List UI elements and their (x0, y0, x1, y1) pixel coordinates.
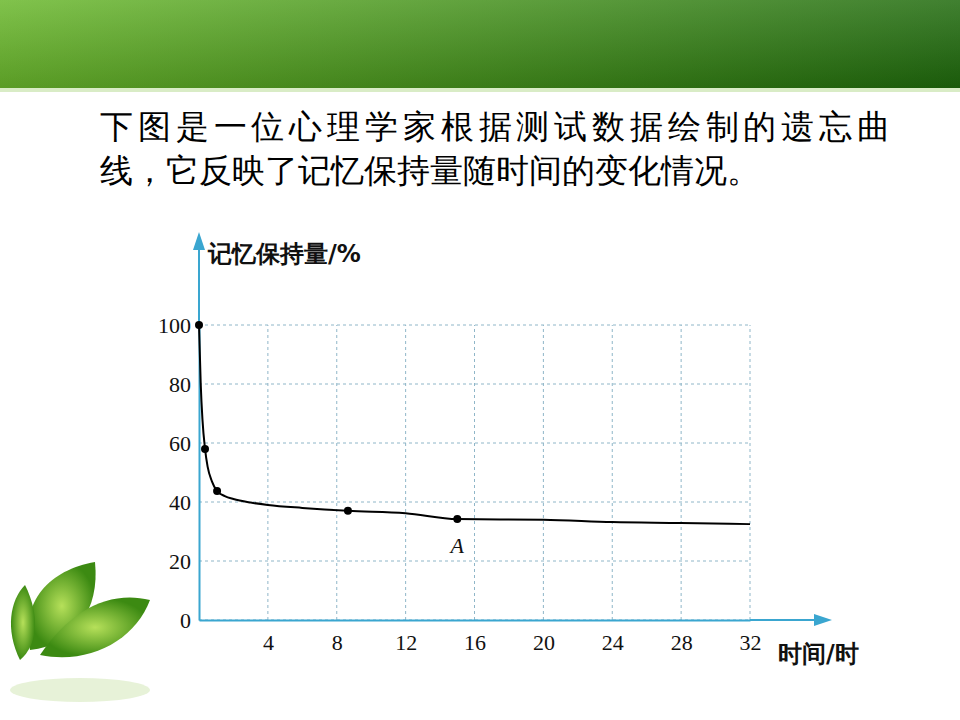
x-axis: 4 8 12 16 20 24 28 32 (200, 620, 762, 655)
tick-label: 100 (158, 313, 191, 338)
tick: 28 (671, 620, 693, 655)
data-point (195, 321, 203, 329)
tick-label: 32 (740, 630, 762, 655)
grid-line (405, 325, 406, 620)
tick-label: 4 (263, 630, 274, 655)
tick-label: 8 (332, 630, 343, 655)
x-axis-title: 时间/时 (778, 640, 859, 668)
tick: 60 (169, 431, 199, 456)
data-point (344, 507, 352, 515)
tick: 16 (464, 620, 486, 655)
axis-line (200, 620, 751, 622)
axis-extension (750, 619, 820, 621)
leaf-reflection (10, 678, 150, 702)
header-shade (0, 0, 960, 88)
grid-line (199, 561, 750, 562)
data-point (213, 487, 221, 495)
tick: 32 (740, 620, 762, 655)
tick-label: 28 (671, 630, 693, 655)
grid (199, 325, 750, 620)
tick-label: 20 (533, 630, 555, 655)
tick: 8 (332, 620, 343, 655)
tick-label: 20 (169, 549, 191, 574)
header-rule (0, 88, 960, 92)
tick-label: 80 (169, 372, 191, 397)
title: 下图是一位心理学家根据测试数据绘制的遗忘曲线，它反映了记忆保持量随时间的变化情况… (100, 107, 890, 190)
annotation: A (449, 533, 465, 558)
grid-line (750, 325, 751, 620)
tick-label: 40 (169, 490, 191, 515)
tick: 100 (158, 313, 199, 338)
curve (199, 325, 750, 524)
grid-line (474, 325, 475, 620)
tick: 80 (169, 372, 199, 397)
grid-line (267, 325, 268, 620)
grid-line (199, 620, 750, 621)
grid-line (612, 325, 613, 620)
data-point (201, 445, 209, 453)
title-line: 线，它反映了记忆保持量随时间的变化情况。 (100, 151, 760, 190)
tick: 20 (533, 620, 555, 655)
y-axis: 0 20 40 60 80 100 (158, 313, 200, 633)
axis-extension (198, 242, 200, 325)
tick: 40 (169, 490, 199, 515)
grid-line (199, 384, 750, 385)
leaf (40, 597, 150, 657)
grid-line (543, 325, 544, 620)
tick-label: 60 (169, 431, 191, 456)
tick: 0 (180, 608, 199, 633)
tick-label: 0 (180, 608, 191, 633)
leaf-decoration (10, 562, 150, 702)
grid-line (681, 325, 682, 620)
slide: 下图是一位心理学家根据测试数据绘制的遗忘曲线，它反映了记忆保持量随时间的变化情况… (0, 0, 960, 720)
y-axis-title: 记忆保持量/% (207, 240, 361, 268)
tick-label: 12 (395, 630, 417, 655)
data-point (453, 515, 461, 523)
tick-label: 16 (464, 630, 486, 655)
plot-area (195, 321, 750, 524)
title-line: 下图是一位心理学家根据测试数据绘制的遗忘曲 (100, 107, 890, 146)
grid-line (199, 443, 750, 444)
leaf (11, 585, 35, 660)
tick: 12 (395, 620, 417, 655)
grid-line (336, 325, 337, 620)
tick: 20 (169, 549, 199, 574)
tick: 4 (263, 620, 274, 655)
header-band (0, 0, 960, 88)
grid-line (199, 325, 750, 326)
tick: 24 (602, 620, 624, 655)
arrow-head (193, 232, 205, 250)
arrow-head (814, 614, 832, 626)
grid-line (199, 502, 750, 503)
axis-arrows (193, 232, 832, 626)
tick-label: 24 (602, 630, 624, 655)
